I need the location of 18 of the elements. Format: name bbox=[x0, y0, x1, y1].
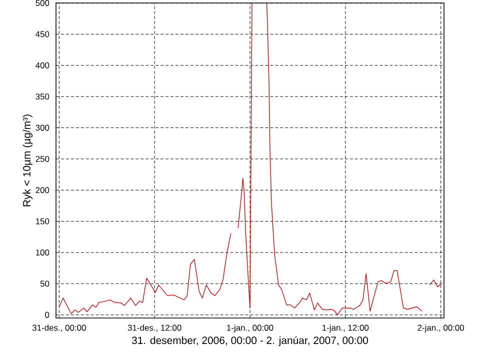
x-tick-label: 1-jan., 12:00 bbox=[322, 324, 369, 332]
x-axis-title: 31. desember, 2006, 00:00 - 2. janúar, 2007, 00:00 bbox=[132, 336, 368, 346]
y-tick-label: 50 bbox=[40, 280, 50, 287]
y-tick-label: 450 bbox=[36, 31, 50, 38]
x-tick-label: 31-des., 12:00 bbox=[128, 324, 182, 332]
y-tick-label: 150 bbox=[36, 218, 50, 224]
y-tick-label: 300 bbox=[36, 124, 50, 131]
x-tick-label: 31-des., 00:00 bbox=[32, 324, 86, 332]
x-tick-label: 1-jan., 00:00 bbox=[227, 324, 274, 332]
y-tick-label: 400 bbox=[36, 62, 50, 68]
x-tick-label: 2-jan., 00:00 bbox=[418, 324, 464, 332]
y-tick-label: 250 bbox=[36, 156, 50, 162]
y-axis-title: Ryk < 10µm (µg/m³) bbox=[22, 114, 33, 206]
y-tick-label: 350 bbox=[36, 94, 50, 100]
y-tick-label: 0 bbox=[45, 312, 50, 318]
y-tick-label: 200 bbox=[36, 187, 50, 194]
y-tick-label: 500 bbox=[36, 0, 50, 6]
y-tick-label: 100 bbox=[36, 250, 50, 256]
